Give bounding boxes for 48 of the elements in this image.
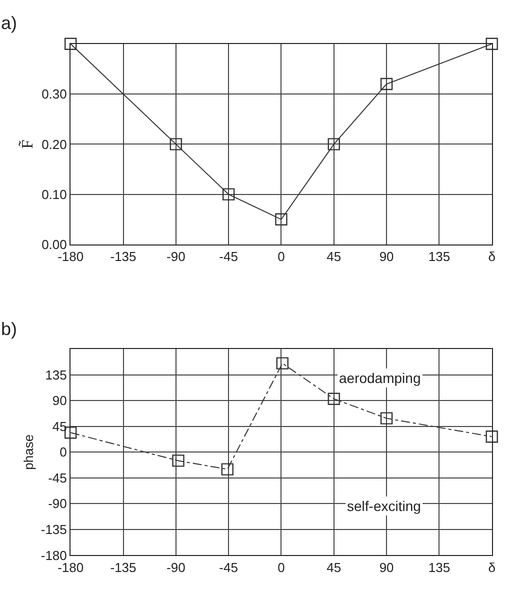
point xyxy=(222,188,235,200)
y-axis-title: phase xyxy=(20,434,36,470)
chart-title: a) xyxy=(1,13,18,33)
point xyxy=(328,392,340,405)
annotation: self-exciting xyxy=(347,498,421,514)
x-tick-label: -135 xyxy=(110,560,136,575)
y-tick-label: 0.00 xyxy=(42,237,67,252)
point xyxy=(380,412,393,424)
point xyxy=(486,430,498,443)
x-tick-label: -135 xyxy=(110,249,136,264)
x-tick-label: 135 xyxy=(428,560,450,575)
x-tick-label: -45 xyxy=(219,249,238,264)
x-tick-label: -90 xyxy=(166,249,186,264)
y-axis-title: F̃ xyxy=(18,140,36,149)
x-tick-label: -45 xyxy=(219,560,238,575)
x-tick-label: 90 xyxy=(379,249,394,264)
x-tick-label: 45 xyxy=(326,560,342,575)
x-tick-label: δ xyxy=(488,249,496,264)
y-tick-label: 135 xyxy=(45,367,67,382)
y-tick-label: -135 xyxy=(40,522,67,537)
point xyxy=(170,138,182,150)
point xyxy=(328,138,340,150)
point xyxy=(172,454,184,467)
y-tick-label: 45 xyxy=(52,418,67,434)
x-tick-label: 0 xyxy=(278,560,285,575)
x-tick-label: 0 xyxy=(278,249,285,264)
chart-title: b) xyxy=(1,319,18,339)
x-tick-label: -90 xyxy=(166,560,186,575)
y-tick-label: 0 xyxy=(60,444,67,460)
y-tick-label: -45 xyxy=(48,470,67,486)
point xyxy=(64,426,77,439)
y-tick-label: 0.30 xyxy=(42,86,67,102)
x-tick-label: δ xyxy=(488,560,496,575)
y-tick-label: -90 xyxy=(48,496,67,512)
point xyxy=(275,213,288,226)
x-tick-label: 90 xyxy=(379,560,394,575)
point xyxy=(64,38,77,50)
point xyxy=(276,357,288,370)
x-tick-label: 45 xyxy=(326,249,342,264)
x-tick-label: 135 xyxy=(428,249,450,264)
point xyxy=(221,463,234,476)
y-tick-label: 0.10 xyxy=(42,186,67,202)
point xyxy=(380,78,393,90)
annotation: aerodamping xyxy=(339,370,421,386)
y-tick-label: -180 xyxy=(40,548,67,563)
point xyxy=(486,38,498,50)
y-tick-label: 90 xyxy=(52,393,67,408)
y-tick-label: 0.20 xyxy=(42,136,67,152)
